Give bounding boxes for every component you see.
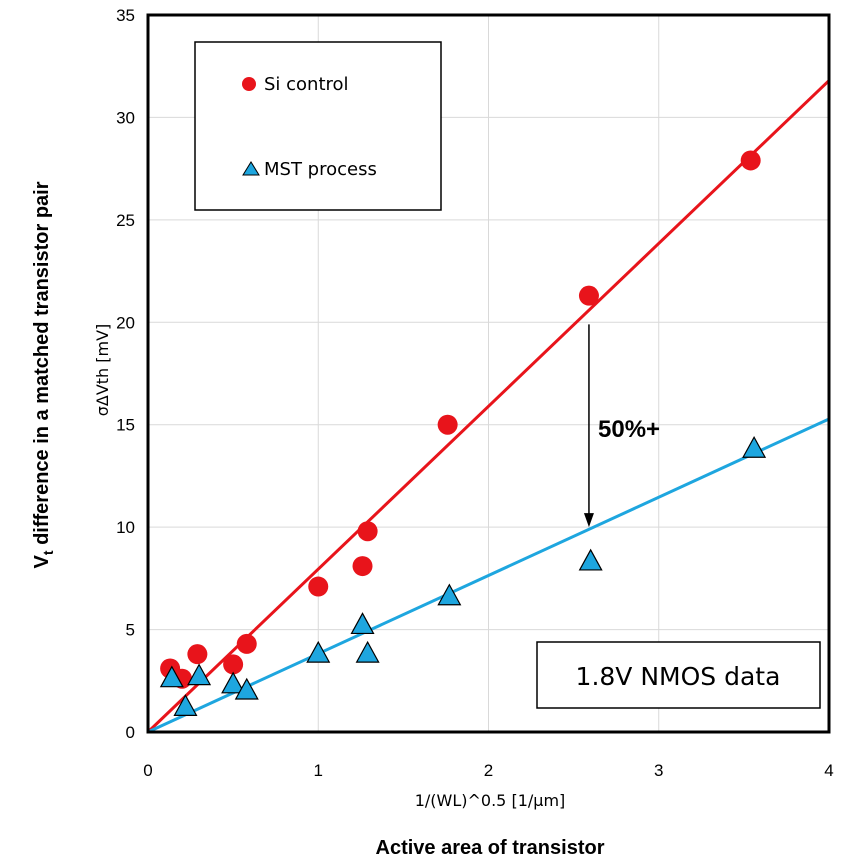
point-si-control-6 (352, 556, 373, 577)
trendline-si-control (146, 79, 831, 734)
point-si-control-7 (357, 521, 378, 542)
x-tick-label-2: 2 (484, 761, 493, 780)
y-axis-title-subscript: t (40, 550, 56, 555)
y-axis-title-v: V (31, 555, 53, 569)
y-tick-label-5: 25 (116, 211, 135, 230)
trendlines (146, 79, 831, 734)
point-si-control-3 (223, 654, 244, 675)
x-tick-label-3: 3 (654, 761, 663, 780)
legend-label-mst-process: MST process (264, 159, 377, 180)
y-tick-label-1: 5 (126, 621, 135, 640)
y-tick-label-7: 35 (116, 6, 135, 25)
x-tick-label-1: 1 (314, 761, 323, 780)
point-mst-process-7 (355, 640, 380, 663)
point-si-control-9 (578, 285, 599, 306)
legend-marker-mst-process (242, 161, 260, 176)
y-tick-labels: 0 5 10 15 20 25 30 35 (116, 6, 135, 742)
legend-marker-si-control (242, 77, 256, 91)
point-si-control-4 (236, 633, 257, 654)
x-tick-labels: 0 1 2 3 4 (143, 761, 833, 780)
point-mst-process-2 (187, 663, 212, 686)
y-axis-label: σΔVth [mV] (93, 324, 112, 417)
trendline-mst-process (147, 417, 830, 734)
point-si-control-8 (437, 414, 458, 435)
x-axis-title: Active area of transistor (376, 837, 605, 859)
point-mst-process-10 (742, 436, 767, 458)
legend: Si control MST process (194, 41, 442, 211)
y-axis-title: Vt difference in a matched transistor pa… (31, 181, 56, 568)
plot-frame (146, 13, 831, 734)
y-tick-label-2: 10 (116, 518, 135, 537)
point-mst-process-4 (234, 677, 259, 700)
point-mst-process-5 (306, 640, 331, 663)
point-si-control-2 (187, 644, 208, 665)
reduction-annotation: 50%+ (583, 324, 660, 528)
y-tick-label-6: 30 (116, 108, 135, 127)
data-note-label: 1.8V NMOS data (576, 662, 781, 691)
series-markers (159, 150, 767, 716)
point-mst-process-3 (221, 671, 246, 694)
y-tick-label-4: 20 (116, 313, 135, 332)
x-tick-label-4: 4 (824, 761, 833, 780)
point-si-control-10 (740, 150, 761, 171)
y-tick-label-0: 0 (126, 723, 135, 742)
y-tick-label-3: 15 (116, 416, 135, 435)
reduction-arrow-head (583, 513, 594, 528)
point-mst-process-6 (350, 612, 375, 635)
legend-label-si-control: Si control (264, 74, 349, 95)
data-note: 1.8V NMOS data (536, 641, 821, 709)
reduction-label: 50%+ (598, 416, 660, 443)
legend-box (194, 41, 442, 211)
data-note-box (536, 641, 821, 709)
point-si-control-5 (308, 576, 329, 597)
x-tick-label-0: 0 (143, 761, 152, 780)
y-axis-title-rest: difference in a matched transistor pair (31, 181, 53, 550)
point-mst-process-8 (437, 583, 462, 606)
point-mst-process-9 (578, 548, 603, 571)
point-mst-process-1 (173, 694, 198, 716)
point-mst-process-0 (159, 665, 184, 688)
x-axis-label: 1/(WL)^0.5 [1/µm] (415, 791, 566, 810)
